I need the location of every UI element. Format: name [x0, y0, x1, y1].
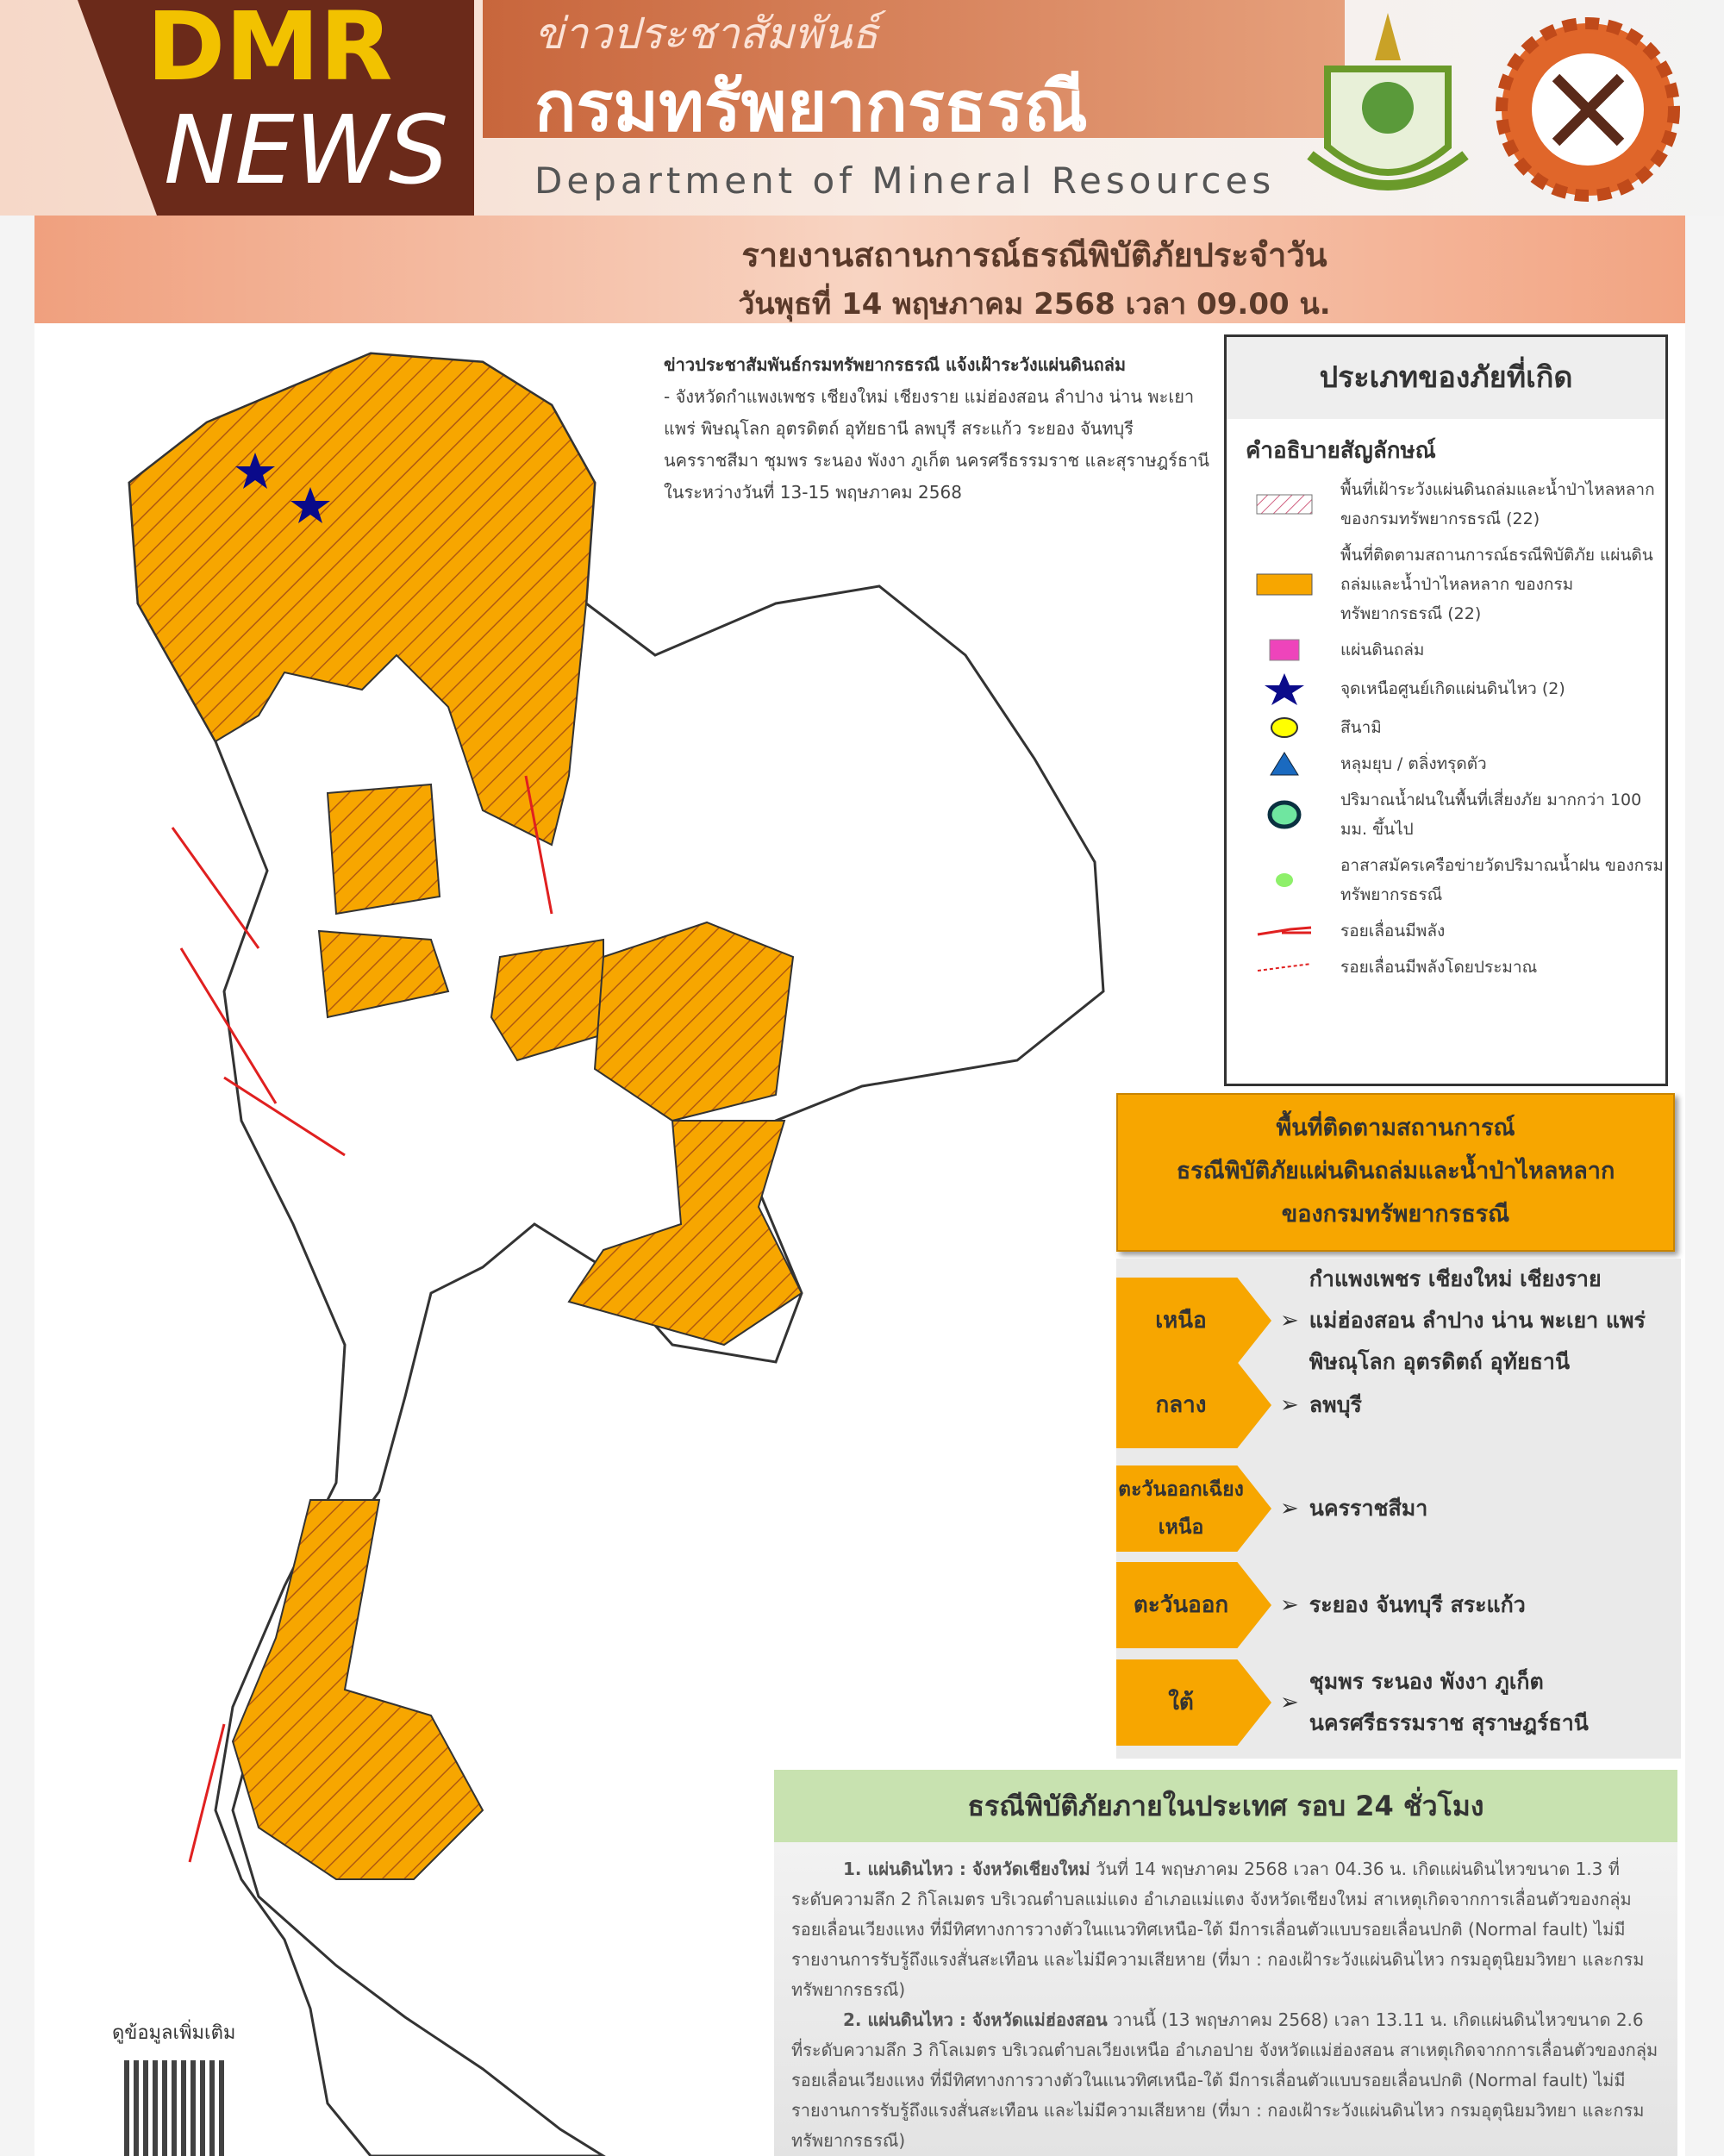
- legend: ประเภทของภัยที่เกิด คำอธิบายสัญลักษณ์ พื…: [1224, 334, 1668, 1086]
- chevron-right-icon: ➢: [1280, 1496, 1299, 1522]
- event-body: วานนี้ (13 พฤษภาคม 2568) เวลา 13.11 น. เ…: [791, 2009, 1658, 2151]
- chevron-right-icon: ➢: [1280, 1592, 1299, 1618]
- banner-line: ธรณีพิบัติภัยแผ่นดินถล่มและน้ำป่าไหลหลาก: [1176, 1158, 1615, 1184]
- legend-item: แผ่นดินถล่ม: [1246, 635, 1665, 665]
- yellow-octagon-icon: [1246, 716, 1323, 740]
- legend-item: พื้นที่ติดตามสถานการณ์ธรณีพิบัติภัย แผ่น…: [1246, 541, 1665, 628]
- region-label: กลาง: [1116, 1362, 1271, 1448]
- event-head: 1. แผ่นดินไหว : จังหวัดเชียงใหม่: [843, 1859, 1090, 1879]
- legend-item: สึนามิ: [1246, 713, 1665, 742]
- korat-watch-area: [593, 921, 795, 1122]
- lower-north-watch-area: [326, 783, 441, 916]
- legend-item: หลุมยุบ / ตลิ่งทรุดตัว: [1246, 749, 1665, 778]
- triangle-icon: [1246, 751, 1323, 777]
- daily-events: 1. แผ่นดินไหว : จังหวัดเชียงใหม่ วันที่ …: [774, 1842, 1677, 2156]
- event-head: 2. แผ่นดินไหว : จังหวัดแม่ฮ่องสอน: [843, 2009, 1108, 2030]
- region-label: เหนือ: [1116, 1278, 1271, 1364]
- dmr-gear-seal-icon: [1496, 17, 1680, 202]
- legend-item: จุดเหนือศูนย์เกิดแผ่นดินไหว (2): [1246, 672, 1665, 706]
- south-watch-area: [231, 1499, 484, 1880]
- lopburi-watch-area: [490, 938, 604, 1062]
- logo-dmr-text: DMR: [147, 0, 393, 102]
- ministry-seal-icon: [1307, 13, 1469, 191]
- event-item: 2. แผ่นดินไหว : จังหวัดแม่ฮ่องสอน วานนี้…: [791, 2005, 1660, 2156]
- fault-lines: [171, 775, 553, 1863]
- epicenter-star-icon: [290, 487, 330, 523]
- report-title: รายงานสถานการณ์ธรณีพิบัติภัยประจำวัน: [741, 236, 1327, 274]
- region-label: ตะวันออกเฉียงเหนือ: [1116, 1465, 1271, 1552]
- magenta-square-icon: [1246, 639, 1323, 661]
- header-title-en: Department of Mineral Resources: [534, 159, 1276, 202]
- notice-heading: ข่าวประชาสัมพันธ์กรมทรัพยากรธรณี แจ้งเฝ้…: [664, 354, 1127, 375]
- qr-code-icon[interactable]: [124, 2060, 228, 2156]
- legend-item: ปริมาณน้ำฝนในพื้นที่เสี่ยงภัย มากกว่า 10…: [1246, 785, 1665, 844]
- monitoring-banner: พื้นที่ติดตามสถานการณ์ ธรณีพิบัติภัยแผ่น…: [1116, 1093, 1675, 1252]
- legend-item: อาสาสมัครเครือข่ายวัดปริมาณน้ำฝน ของกรมท…: [1246, 851, 1665, 909]
- report-date: วันพุธที่ 14 พฤษภาคม 2568 เวลา 09.00 น.: [738, 287, 1331, 322]
- hatched-area-icon: [1246, 494, 1323, 515]
- legend-subtitle: คำอธิบายสัญลักษณ์: [1246, 438, 1436, 464]
- chevron-right-icon: ➢: [1280, 1392, 1299, 1418]
- chevron-right-icon: ➢: [1280, 1308, 1299, 1334]
- banner-line: ของกรมทรัพยากรธรณี: [1281, 1201, 1510, 1228]
- orange-area-icon: [1246, 573, 1323, 596]
- header-bar: [483, 0, 1345, 138]
- legend-title: ประเภทของภัยที่เกิด: [1227, 337, 1665, 419]
- event-item: 1. แผ่นดินไหว : จังหวัดเชียงใหม่ วันที่ …: [791, 1854, 1660, 2005]
- region-central: กลาง ➢ ลพบุรี: [1116, 1362, 1685, 1448]
- rain-circle-icon: [1246, 800, 1323, 829]
- thailand-map[interactable]: [0, 323, 1121, 2156]
- chevron-right-icon: ➢: [1280, 1690, 1299, 1715]
- notice-body: - จังหวัดกำแพงเพชร เชียงใหม่ เชียงราย แม…: [664, 386, 1209, 503]
- east-watch-area: [567, 1120, 803, 1347]
- more-info-label: ดูข้อมูลเพิ่มเติม: [112, 2022, 236, 2044]
- region-provinces: ลพบุรี: [1309, 1392, 1362, 1417]
- green-dot-icon: [1246, 872, 1323, 889]
- notice-text: ข่าวประชาสัมพันธ์กรมทรัพยากรธรณี แจ้งเฝ้…: [664, 349, 1215, 509]
- fault-line-icon: [1246, 924, 1323, 938]
- region-provinces: กำแพงเพชร เชียงใหม่ เชียงราย แม่ฮ่องสอน …: [1309, 1266, 1646, 1374]
- region-provinces: นครราชสีมา: [1309, 1496, 1428, 1521]
- epicenter-star-icon: [235, 453, 275, 489]
- north-watch-area: [128, 352, 597, 847]
- daily-title: ธรณีพิบัติภัยภายในประเทศ รอบ 24 ชั่วโมง: [774, 1770, 1677, 1842]
- region-label: ใต้: [1116, 1659, 1271, 1746]
- region-east: ตะวันออก ➢ ระยอง จันทบุรี สระแก้ว: [1116, 1562, 1685, 1648]
- logo-news-text: NEWS: [164, 95, 449, 205]
- event-body: วันที่ 14 พฤษภาคม 2568 เวลา 04.36 น. เกิ…: [791, 1859, 1645, 2000]
- header-title: กรมทรัพยากรธรณี: [534, 66, 1088, 147]
- banner-line: พื้นที่ติดตามสถานการณ์: [1276, 1115, 1515, 1141]
- dashed-fault-line-icon: [1246, 962, 1323, 972]
- star-icon: [1246, 672, 1323, 706]
- legend-item: พื้นที่เฝ้าระวังแผ่นดินถล่มและน้ำป่าไหลห…: [1246, 475, 1665, 534]
- region-provinces: ชุมพร ระนอง พังงา ภูเก็ต นครศรีธรรมราช ส…: [1309, 1669, 1589, 1735]
- legend-item: รอยเลื่อนมีพลังโดยประมาณ: [1246, 953, 1665, 982]
- legend-item: รอยเลื่อนมีพลัง: [1246, 916, 1665, 946]
- report-band: [34, 216, 1685, 323]
- region-north: เหนือ ➢ กำแพงเพชร เชียงใหม่ เชียงราย แม่ฮ่…: [1116, 1259, 1685, 1383]
- region-label: ตะวันออก: [1116, 1562, 1271, 1648]
- region-south: ใต้ ➢ ชุมพร ระนอง พังงา ภูเก็ต นครศรีธรรมร…: [1116, 1659, 1685, 1746]
- region-provinces: ระยอง จันทบุรี สระแก้ว: [1309, 1592, 1526, 1617]
- region-northeast: ตะวันออกเฉียงเหนือ ➢ นครราชสีมา: [1116, 1465, 1685, 1552]
- dmr-logo: [78, 0, 474, 216]
- uthai-watch-area: [317, 929, 450, 1019]
- header-subtitle: ข่าวประชาสัมพันธ์: [534, 9, 878, 59]
